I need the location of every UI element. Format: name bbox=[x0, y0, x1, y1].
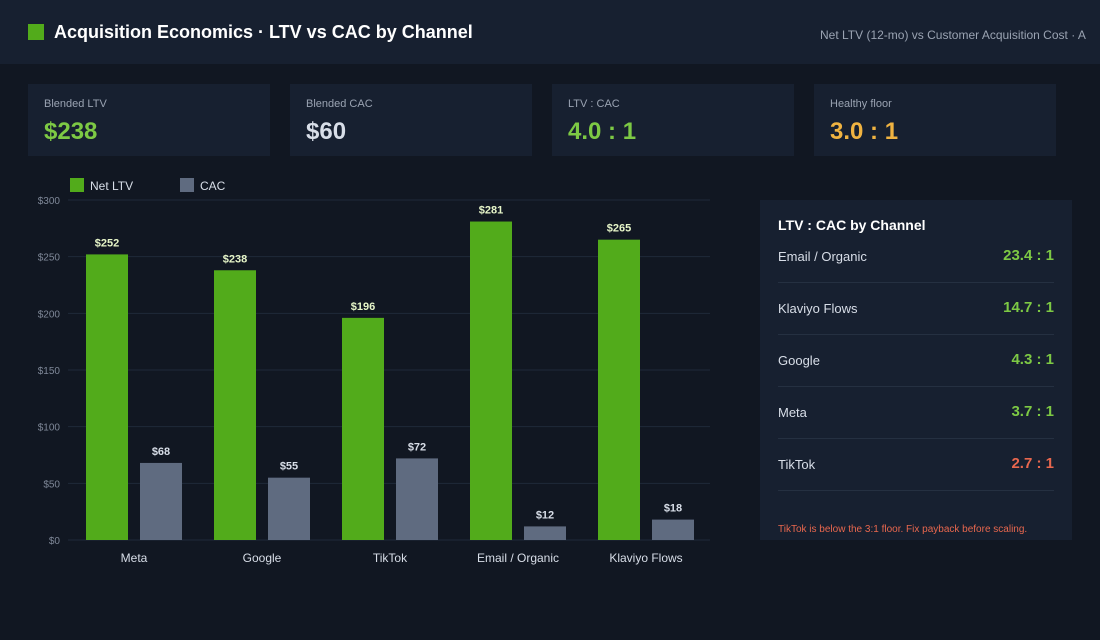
kpi-label: LTV : CAC bbox=[568, 98, 620, 110]
bar-chart: $0 $50 $100 $150 $200 $250 $300 $252 $68 Meta $238… bbox=[38, 196, 710, 565]
bar-value-label: $265 bbox=[607, 223, 631, 235]
kpi-card-ltv-cac: LTV : CAC 4.0 : 1 bbox=[552, 84, 794, 156]
ratio-row-google: Google 4.3 : 1 bbox=[778, 335, 1054, 387]
bar-value-label: $196 bbox=[351, 301, 375, 313]
panel-warning-note: TikTok is below the 3:1 floor. Fix payba… bbox=[778, 524, 1028, 535]
ratio-row-meta: Meta 3.7 : 1 bbox=[778, 387, 1054, 439]
x-category-label: Klaviyo Flows bbox=[609, 551, 682, 565]
bar-value-label: $68 bbox=[152, 446, 170, 458]
x-category-label: TikTok bbox=[373, 551, 408, 565]
bar-cac bbox=[268, 477, 310, 540]
ratio-row-klaviyo-flows: Klaviyo Flows 14.7 : 1 bbox=[778, 283, 1054, 335]
y-tick-label: $250 bbox=[38, 253, 61, 264]
bar-cac bbox=[396, 458, 438, 540]
legend-swatch-cac bbox=[180, 178, 194, 192]
bar-cac bbox=[524, 526, 566, 540]
ratio-panel: LTV : CAC by Channel Email / Organic 23.… bbox=[760, 200, 1072, 540]
y-tick-label: $150 bbox=[38, 366, 61, 377]
bar-value-label: $72 bbox=[408, 441, 426, 453]
bar-value-label: $252 bbox=[95, 237, 119, 249]
kpi-value: $60 bbox=[306, 118, 347, 145]
ratio-row-tiktok: TikTok 2.7 : 1 bbox=[778, 439, 1054, 491]
bar-net-ltv bbox=[86, 254, 128, 540]
ratio-channel: Klaviyo Flows bbox=[778, 301, 858, 316]
bar-net-ltv bbox=[470, 221, 512, 540]
ratio-row-email-organic: Email / Organic 23.4 : 1 bbox=[778, 231, 1054, 283]
kpi-label: Blended LTV bbox=[44, 98, 107, 110]
bar-value-label: $18 bbox=[664, 503, 682, 515]
kpi-label: Healthy floor bbox=[830, 98, 892, 110]
ratio-channel: Meta bbox=[778, 405, 807, 420]
bar-cac bbox=[140, 462, 182, 540]
y-tick-label: $50 bbox=[43, 479, 60, 490]
bar-value-label: $281 bbox=[479, 205, 503, 217]
bar-net-ltv bbox=[214, 270, 256, 540]
bar-net-ltv bbox=[342, 317, 384, 540]
x-category-label: Meta bbox=[121, 551, 148, 565]
ratio-value: 23.4 : 1 bbox=[1003, 247, 1054, 264]
ratio-value: 3.7 : 1 bbox=[1011, 403, 1054, 420]
kpi-card-healthy-floor: Healthy floor 3.0 : 1 bbox=[814, 84, 1056, 156]
page-title: Acquisition Economics · LTV vs CAC by Ch… bbox=[54, 22, 473, 42]
x-category-label: Email / Organic bbox=[477, 551, 559, 565]
bar-cac bbox=[652, 519, 694, 540]
ratio-value: 2.7 : 1 bbox=[1011, 455, 1054, 472]
page-subtitle: Net LTV (12-mo) vs Customer Acquisition … bbox=[820, 28, 1086, 42]
kpi-card-blended-ltv: Blended LTV $238 bbox=[28, 84, 270, 156]
ratio-value: 14.7 : 1 bbox=[1003, 299, 1054, 316]
bar-value-label: $238 bbox=[223, 253, 247, 265]
bar-value-label: $55 bbox=[280, 461, 298, 473]
brand-square-icon bbox=[28, 24, 44, 40]
panel-title: LTV : CAC by Channel bbox=[778, 217, 926, 233]
y-tick-label: $300 bbox=[38, 196, 61, 207]
kpi-label: Blended CAC bbox=[306, 98, 373, 110]
x-category-label: Google bbox=[243, 551, 282, 565]
ratio-channel: Google bbox=[778, 353, 820, 368]
kpi-value: 3.0 : 1 bbox=[830, 118, 899, 145]
y-tick-label: $0 bbox=[49, 536, 61, 547]
header-bar: Acquisition Economics · LTV vs CAC by Ch… bbox=[0, 0, 1100, 64]
ratio-value: 4.3 : 1 bbox=[1011, 351, 1054, 368]
legend-swatch-net-ltv bbox=[70, 178, 84, 192]
ratio-channel: Email / Organic bbox=[778, 249, 867, 264]
kpi-card-blended-cac: Blended CAC $60 bbox=[290, 84, 532, 156]
bar-value-label: $12 bbox=[536, 509, 554, 521]
legend-label-net-ltv: Net LTV bbox=[90, 179, 134, 193]
kpi-value: 4.0 : 1 bbox=[568, 118, 637, 145]
legend-label-cac: CAC bbox=[200, 179, 226, 193]
ratio-channel: TikTok bbox=[778, 457, 816, 472]
y-tick-label: $100 bbox=[38, 423, 61, 434]
bar-net-ltv bbox=[598, 239, 640, 540]
kpi-value: $238 bbox=[44, 118, 98, 145]
y-tick-label: $200 bbox=[38, 309, 61, 320]
